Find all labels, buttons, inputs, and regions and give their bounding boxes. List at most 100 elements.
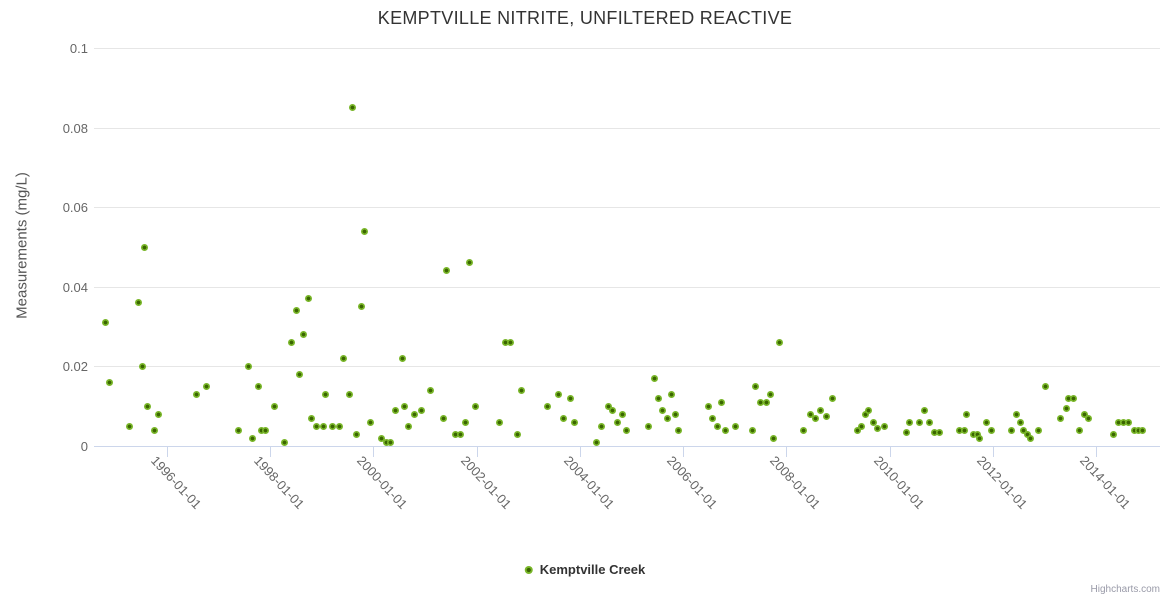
data-point[interactable]: [292, 307, 300, 315]
data-point[interactable]: [1041, 382, 1049, 390]
data-point[interactable]: [507, 339, 515, 347]
data-point[interactable]: [377, 434, 385, 442]
data-point[interactable]: [125, 422, 133, 430]
data-point[interactable]: [1070, 394, 1078, 402]
data-point[interactable]: [987, 426, 995, 434]
data-point[interactable]: [319, 422, 327, 430]
data-point[interactable]: [299, 331, 307, 339]
data-point[interactable]: [328, 422, 336, 430]
data-point[interactable]: [1017, 418, 1025, 426]
data-point[interactable]: [308, 414, 316, 422]
data-point[interactable]: [903, 428, 911, 436]
data-point[interactable]: [245, 362, 253, 370]
data-point[interactable]: [608, 406, 616, 414]
data-point[interactable]: [915, 418, 923, 426]
data-point[interactable]: [321, 390, 329, 398]
data-point[interactable]: [296, 370, 304, 378]
data-point[interactable]: [1138, 426, 1146, 434]
data-point[interactable]: [592, 438, 600, 446]
data-point[interactable]: [1135, 426, 1143, 434]
data-point[interactable]: [360, 227, 368, 235]
data-point[interactable]: [857, 422, 865, 430]
data-point[interactable]: [622, 426, 630, 434]
data-point[interactable]: [304, 295, 312, 303]
data-point[interactable]: [935, 428, 943, 436]
data-point[interactable]: [543, 402, 551, 410]
data-point[interactable]: [502, 339, 510, 347]
data-point[interactable]: [713, 422, 721, 430]
data-point[interactable]: [880, 422, 888, 430]
data-point[interactable]: [749, 426, 757, 434]
data-point[interactable]: [471, 402, 479, 410]
data-point[interactable]: [650, 374, 658, 382]
data-point[interactable]: [763, 398, 771, 406]
data-point[interactable]: [235, 426, 243, 434]
data-point[interactable]: [1085, 414, 1093, 422]
data-point[interactable]: [451, 430, 459, 438]
data-point[interactable]: [1023, 430, 1031, 438]
data-point[interactable]: [1115, 418, 1123, 426]
data-point[interactable]: [193, 390, 201, 398]
data-point[interactable]: [604, 402, 612, 410]
data-point[interactable]: [598, 422, 606, 430]
data-point[interactable]: [1065, 394, 1073, 402]
data-point[interactable]: [335, 422, 343, 430]
data-point[interactable]: [140, 243, 148, 251]
data-point[interactable]: [257, 426, 265, 434]
data-point[interactable]: [567, 394, 575, 402]
data-point[interactable]: [671, 410, 679, 418]
data-point[interactable]: [1034, 426, 1042, 434]
data-point[interactable]: [659, 406, 667, 414]
data-point[interactable]: [105, 378, 113, 386]
data-point[interactable]: [812, 414, 820, 422]
data-point[interactable]: [340, 354, 348, 362]
data-point[interactable]: [144, 402, 152, 410]
data-point[interactable]: [976, 434, 984, 442]
data-point[interactable]: [732, 422, 740, 430]
data-point[interactable]: [134, 299, 142, 307]
data-point[interactable]: [667, 390, 675, 398]
data-point[interactable]: [559, 414, 567, 422]
data-point[interactable]: [767, 390, 775, 398]
data-point[interactable]: [663, 414, 671, 422]
data-point[interactable]: [644, 422, 652, 430]
data-point[interactable]: [1020, 426, 1028, 434]
data-point[interactable]: [861, 410, 869, 418]
data-point[interactable]: [618, 410, 626, 418]
data-point[interactable]: [496, 418, 504, 426]
data-point[interactable]: [757, 398, 765, 406]
data-point[interactable]: [426, 386, 434, 394]
data-point[interactable]: [1125, 418, 1133, 426]
data-point[interactable]: [410, 410, 418, 418]
data-point[interactable]: [518, 386, 526, 394]
data-point[interactable]: [439, 414, 447, 422]
data-point[interactable]: [1120, 418, 1128, 426]
data-point[interactable]: [101, 319, 109, 327]
data-point[interactable]: [249, 434, 257, 442]
data-point[interactable]: [555, 390, 563, 398]
data-point[interactable]: [150, 426, 158, 434]
data-point[interactable]: [270, 402, 278, 410]
data-point[interactable]: [366, 418, 374, 426]
data-point[interactable]: [963, 410, 971, 418]
data-point[interactable]: [823, 412, 831, 420]
data-point[interactable]: [705, 402, 713, 410]
data-point[interactable]: [262, 426, 270, 434]
data-point[interactable]: [398, 354, 406, 362]
data-point[interactable]: [357, 303, 365, 311]
highcharts-credits-link[interactable]: Highcharts.com: [1090, 584, 1160, 595]
data-point[interactable]: [752, 382, 760, 390]
data-point[interactable]: [1063, 404, 1071, 412]
data-point[interactable]: [138, 362, 146, 370]
data-point[interactable]: [203, 382, 211, 390]
legend-item-kemptville-creek[interactable]: Kemptville Creek: [524, 562, 645, 577]
data-point[interactable]: [776, 339, 784, 347]
data-point[interactable]: [974, 430, 982, 438]
data-point[interactable]: [391, 406, 399, 414]
data-point[interactable]: [816, 406, 824, 414]
data-point[interactable]: [874, 424, 882, 432]
data-point[interactable]: [1131, 426, 1139, 434]
data-point[interactable]: [1012, 410, 1020, 418]
data-point[interactable]: [969, 430, 977, 438]
data-point[interactable]: [865, 406, 873, 414]
